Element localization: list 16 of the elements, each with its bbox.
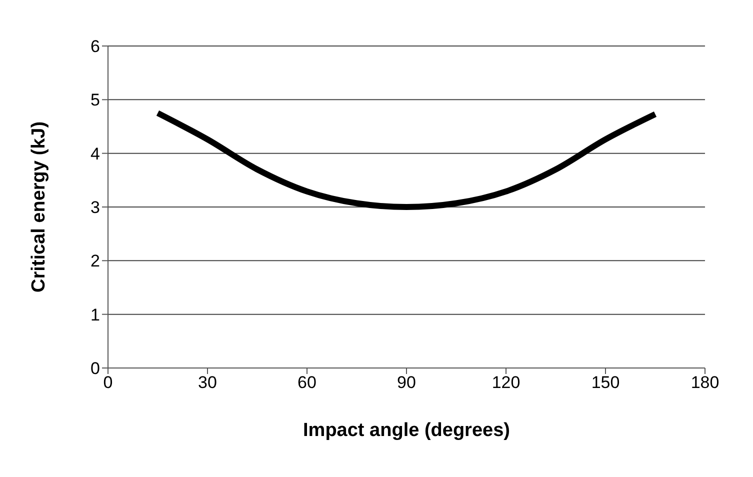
x-tick-label: 120 <box>492 373 520 392</box>
x-tick-label: 180 <box>690 373 720 392</box>
x-axis-title: Impact angle (degrees) <box>303 420 510 441</box>
x-tick-label: 90 <box>397 373 416 392</box>
y-tick-label: 0 <box>90 359 100 378</box>
x-tick-label: 60 <box>298 373 316 392</box>
y-tick-label: 1 <box>90 305 100 324</box>
y-tick-label: 2 <box>90 252 100 271</box>
y-axis-title: Critical energy (kJ) <box>28 121 50 293</box>
y-tick-label: 5 <box>90 90 100 110</box>
y-tick-label: 3 <box>90 198 100 218</box>
y-tick-label: 4 <box>90 144 100 164</box>
x-tick-label: 0 <box>103 373 113 392</box>
x-tick-label: 30 <box>198 373 217 392</box>
x-tick-label: 150 <box>591 373 620 392</box>
y-tick-label: 6 <box>90 37 100 56</box>
